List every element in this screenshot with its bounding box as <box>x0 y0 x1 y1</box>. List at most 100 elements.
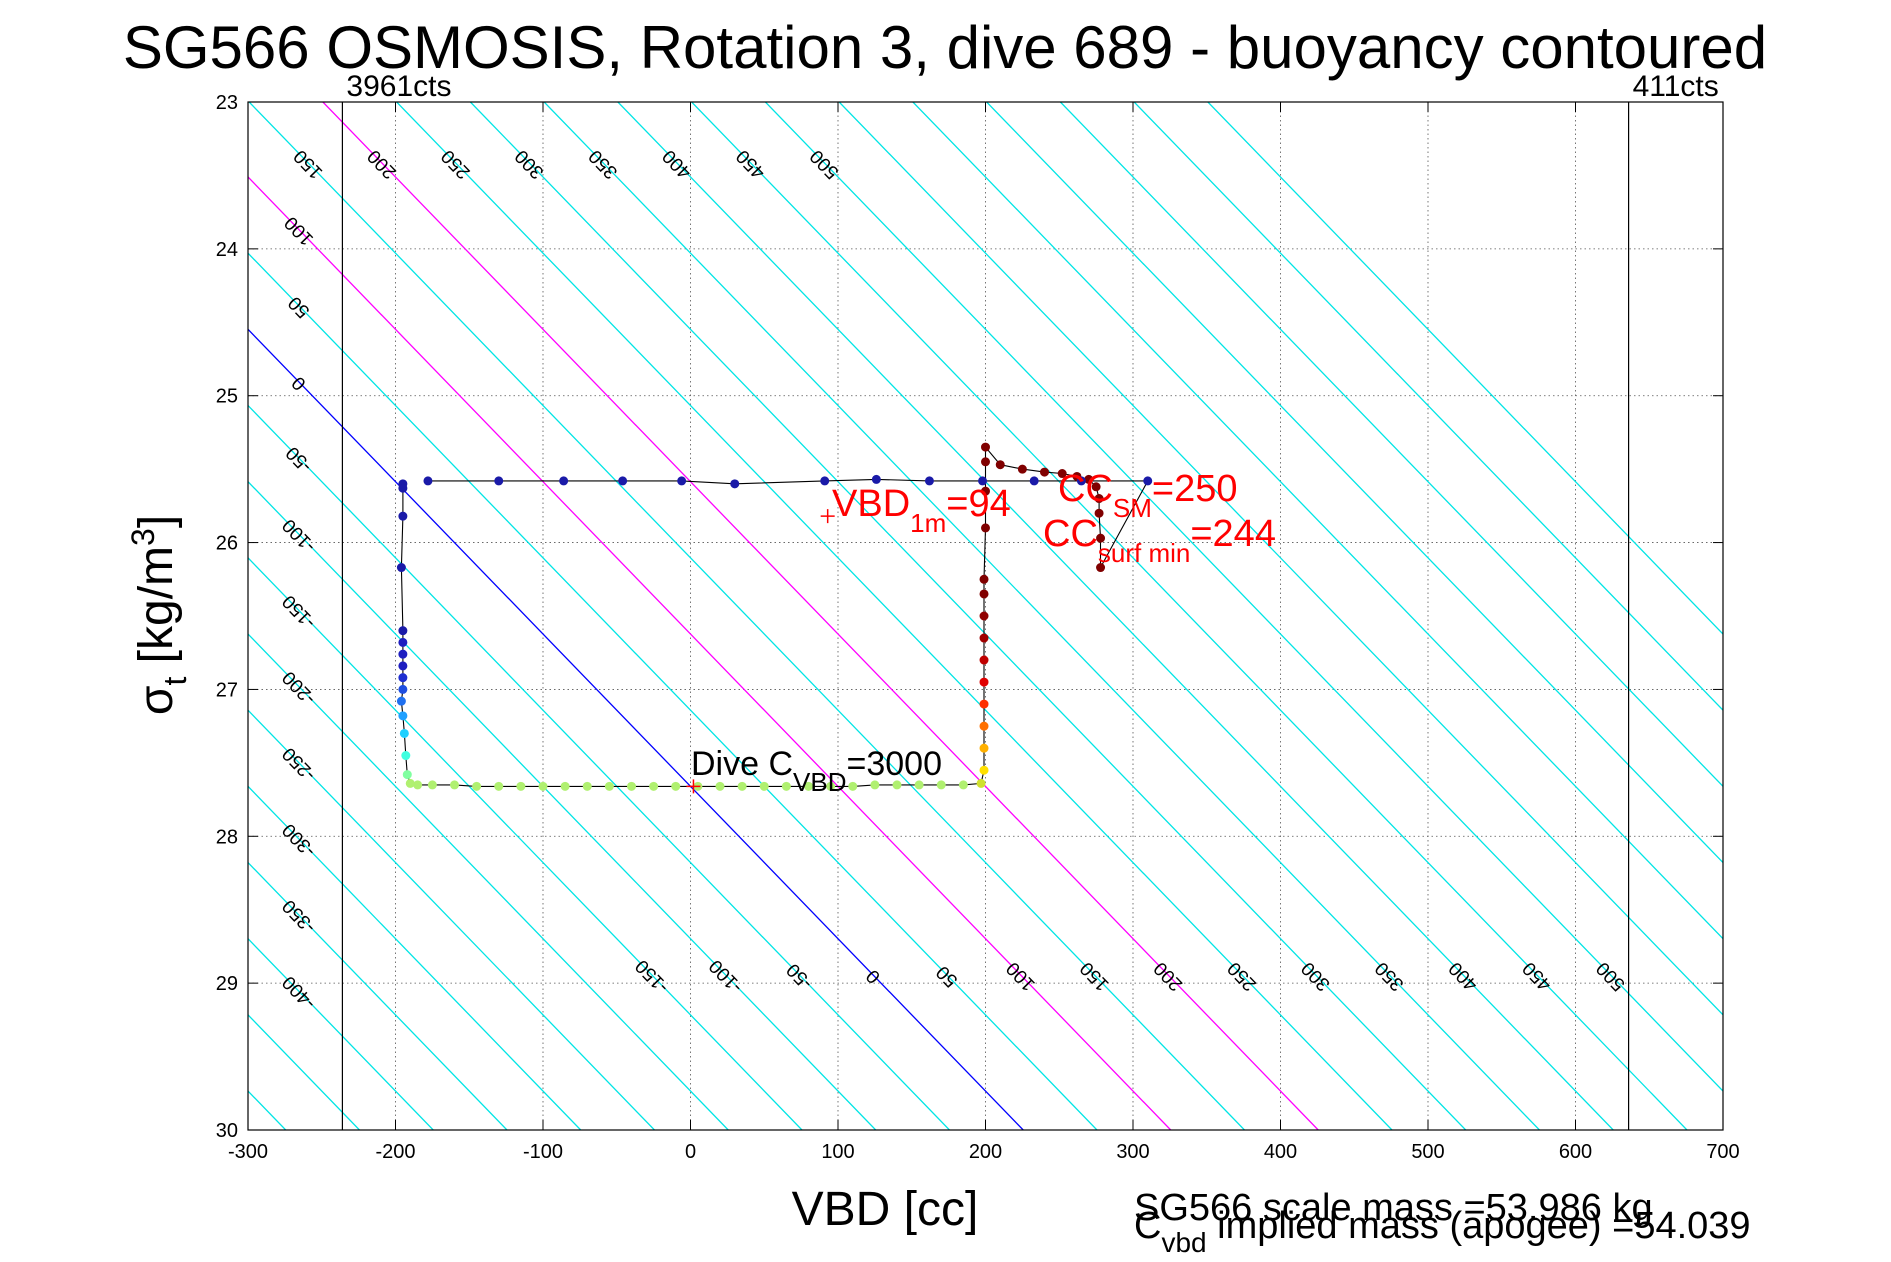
contour-line <box>764 102 1723 1092</box>
contour-line <box>912 102 1723 940</box>
reference-marker <box>820 509 835 524</box>
profile-point <box>958 780 968 790</box>
profile-point <box>715 781 725 791</box>
profile-point <box>405 778 415 788</box>
profile-point <box>730 479 740 489</box>
profile-point <box>1076 476 1086 486</box>
contour-line <box>396 102 1393 1130</box>
ccsurf-post: =244 <box>1190 513 1276 555</box>
profile-point <box>1094 494 1104 504</box>
profile-point <box>848 781 858 791</box>
markers <box>686 509 835 794</box>
profile-point <box>781 781 791 791</box>
y-label-unit-sup: 3 <box>125 528 161 546</box>
dive-sub: VBD <box>793 767 846 797</box>
profile-point <box>627 781 636 791</box>
implied-main: C <box>1134 1205 1161 1247</box>
profile-point <box>398 637 408 647</box>
annotation-ccsurf: CCsurf min=244 <box>1043 513 1276 568</box>
vbd1m-sub: 1m <box>910 508 946 538</box>
profile-point <box>979 611 989 621</box>
profile-point <box>413 780 423 790</box>
x-tick-label: -100 <box>523 1141 563 1163</box>
profile-point <box>871 474 881 484</box>
contour-line <box>248 785 582 1130</box>
y-tick-label: 23 <box>216 92 238 114</box>
profile-point <box>737 781 747 791</box>
profile-point <box>936 780 946 790</box>
x-tick-label: 600 <box>1559 1141 1592 1163</box>
annotation-dive-cvbd: Dive CVBD=3000 <box>691 745 942 797</box>
ccsm-post: =250 <box>1152 468 1238 510</box>
contour-line <box>1133 102 1723 712</box>
profile-point <box>981 442 990 452</box>
x-tick-label: 700 <box>1706 1141 1739 1163</box>
contour-line <box>248 861 508 1130</box>
ccsm-main: CC <box>1058 468 1113 510</box>
profile-point <box>559 476 569 486</box>
x-tick-label: 500 <box>1411 1141 1444 1163</box>
contour-line <box>322 102 1319 1130</box>
vbd1m-post: =94 <box>946 483 1010 525</box>
profile-point <box>649 781 659 791</box>
implied-sub: vbd <box>1161 1227 1206 1258</box>
profile-point <box>976 778 986 788</box>
profile-point <box>914 780 924 790</box>
annotation-vbd1m: VBD1m=94 <box>832 483 1011 538</box>
axis-ticks: -300 -200 -100 0 100 200 300 400 500 600 700 23 24 25… <box>216 92 1740 1163</box>
profile-point <box>979 765 989 775</box>
contour-line <box>248 480 877 1130</box>
ccsm-sub: SM <box>1113 493 1152 523</box>
profile-point <box>826 781 836 791</box>
profile-point <box>979 677 989 687</box>
contour-line <box>248 937 434 1130</box>
dive-post: =3000 <box>847 745 943 783</box>
profile-point <box>979 633 989 643</box>
profile-point <box>979 721 989 731</box>
profile-point <box>1143 476 1153 486</box>
x-tick-label: 200 <box>969 1141 1002 1163</box>
profile-point <box>979 589 989 599</box>
profile-point <box>472 781 482 791</box>
contour-line <box>986 102 1723 864</box>
profile-point <box>516 781 526 791</box>
y-label-sub: t <box>157 677 193 686</box>
profile-point <box>979 743 989 753</box>
contour-line <box>1207 102 1723 635</box>
profile-point <box>494 476 504 486</box>
profile-point <box>398 661 408 671</box>
x-tick-label: -300 <box>228 1141 268 1163</box>
y-tick-label: 28 <box>216 826 238 848</box>
profile-point <box>560 781 570 791</box>
profile-point <box>1096 533 1106 543</box>
profile-point <box>759 781 769 791</box>
profile-point <box>804 781 813 791</box>
x-tick-label: 300 <box>1116 1141 1149 1163</box>
profile-point <box>1094 508 1104 518</box>
profile-point <box>820 476 830 486</box>
contour-line <box>248 102 1245 1130</box>
y-axis-label: σt [kg/m3] <box>125 515 193 715</box>
profile-point <box>892 780 902 790</box>
contour-line <box>543 102 1540 1130</box>
profile-point <box>423 476 433 486</box>
contour-line <box>248 176 1172 1130</box>
contour-lines <box>248 102 1723 1130</box>
profile-point <box>1040 467 1049 477</box>
y-tick-label: 25 <box>216 386 238 408</box>
annotation-ccsm: CCSM=250 <box>1058 468 1237 523</box>
profile-point <box>398 711 408 721</box>
x-axis-label: VBD [cc] <box>792 1183 979 1236</box>
y-tick-label: 29 <box>216 973 238 995</box>
y-label-unit-pre: [kg/m <box>130 546 183 677</box>
profile-point <box>450 780 459 790</box>
profile-point <box>1029 476 1039 486</box>
profile-point <box>1091 482 1101 492</box>
y-label-main: σ <box>130 686 183 716</box>
profile-point <box>604 781 614 791</box>
profile-point <box>618 476 628 486</box>
x-tick-label: 0 <box>685 1141 696 1163</box>
vbd1m-main: VBD <box>832 483 910 525</box>
